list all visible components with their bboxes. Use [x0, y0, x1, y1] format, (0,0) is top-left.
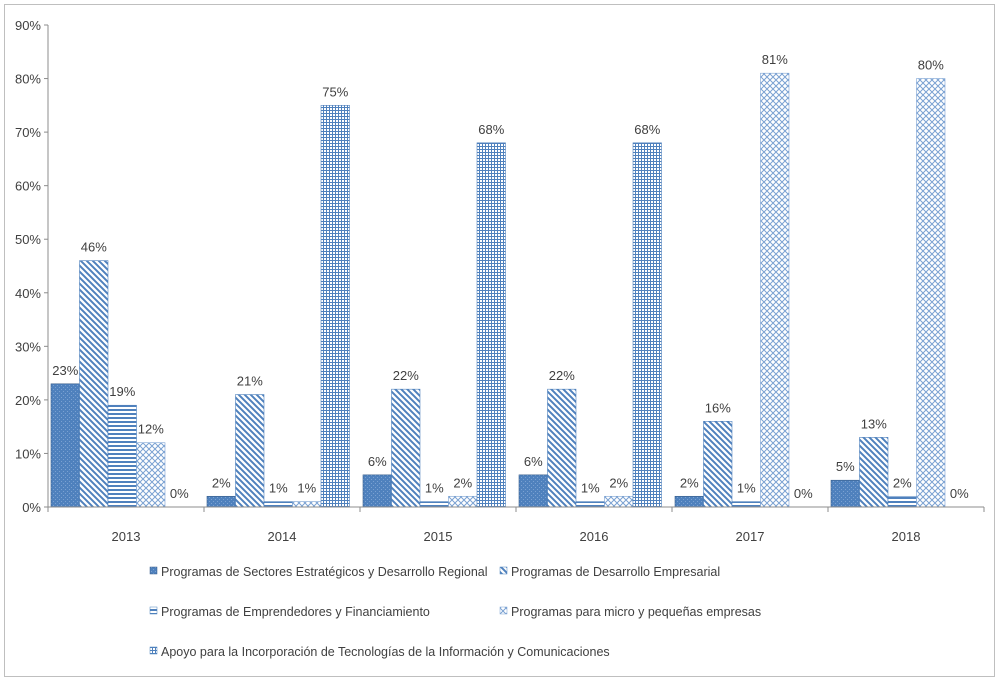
bar	[107, 404, 137, 508]
bar	[320, 105, 350, 508]
data-label: 19%	[109, 384, 135, 399]
bar	[859, 437, 889, 508]
bars-group	[50, 72, 946, 508]
legend-swatch	[499, 566, 508, 575]
bar	[391, 388, 421, 508]
data-label: 0%	[950, 486, 969, 501]
bar	[206, 495, 236, 508]
legend-entry: Programas de Sectores Estratégicos y Des…	[161, 565, 488, 579]
y-tick-label: 50%	[15, 232, 41, 247]
data-label: 21%	[237, 374, 263, 389]
data-label: 2%	[212, 475, 231, 490]
x-category-label: 2015	[424, 529, 453, 544]
legend-entry: Programas de Emprendedores y Financiamie…	[161, 605, 430, 619]
legend-swatch	[149, 606, 158, 615]
data-label: 1%	[269, 481, 288, 496]
data-label: 16%	[705, 400, 731, 415]
data-label: 5%	[836, 459, 855, 474]
y-tick-label: 0%	[22, 500, 41, 515]
data-label: 1%	[425, 481, 444, 496]
bar	[50, 383, 80, 508]
chart-frame: 0% 10% 20% 30% 40% 50% 60% 70% 80% 90% 23% 2% 6% 6% 2…	[4, 4, 995, 677]
bar	[830, 479, 860, 508]
legend-entry: Programas de Desarrollo Empresarial	[511, 565, 720, 579]
bar	[674, 495, 704, 508]
x-axis: 2013 2014 2015 2016 2017 2018	[47, 506, 985, 544]
x-category-label: 2013	[112, 529, 141, 544]
data-label: 2%	[609, 475, 628, 490]
y-axis: 0% 10% 20% 30% 40% 50% 60% 70% 80% 90%	[15, 18, 49, 515]
y-tick-label: 10%	[15, 446, 41, 461]
bar-chart: 0%10%20%30%40%50%60%70%80%90% 23%2%6% 6%2…	[15, 18, 985, 659]
bar	[703, 421, 733, 508]
data-label: 1%	[297, 481, 316, 496]
data-label: 81%	[762, 52, 788, 67]
data-label: 2%	[453, 475, 472, 490]
bar	[419, 501, 449, 508]
x-category-label: 2016	[580, 529, 609, 544]
data-label: 1%	[581, 481, 600, 496]
data-label: 0%	[170, 486, 189, 501]
bar	[575, 501, 605, 508]
bar	[235, 394, 265, 508]
bar	[760, 72, 790, 508]
y-tick-label: 70%	[15, 125, 41, 140]
data-label: 6%	[524, 454, 543, 469]
bar	[476, 142, 506, 508]
bar	[448, 495, 478, 508]
data-label: 2%	[680, 475, 699, 490]
data-label: 0%	[794, 486, 813, 501]
data-label: 23%	[52, 363, 78, 378]
y-tick-label: 80%	[15, 72, 41, 87]
data-label: 12%	[138, 422, 164, 437]
legend-swatch	[149, 646, 158, 655]
data-label: 80%	[918, 58, 944, 73]
data-label: 68%	[634, 122, 660, 137]
data-label: 6%	[368, 454, 387, 469]
bar	[362, 474, 392, 508]
bar	[604, 495, 634, 508]
data-labels-group: 23% 2% 6% 6% 2% 5% 46% 21% 22% 22% 16% 13% 19% 1% 1% 1%…	[52, 52, 969, 501]
legend-entry: Programas para micro y pequeñas empresas	[511, 605, 761, 619]
legend-swatch	[149, 566, 158, 575]
legend-entry: Apoyo para la Incorporación de Tecnologí…	[161, 645, 610, 659]
x-category-label: 2017	[736, 529, 765, 544]
data-label: 2%	[893, 475, 912, 490]
x-category-label: 2018	[892, 529, 921, 544]
bar	[632, 142, 662, 508]
bar	[136, 442, 166, 508]
data-label: 13%	[861, 416, 887, 431]
legend-swatch	[499, 606, 508, 615]
legend: Programas de Sectores Estratégicos y Des…	[149, 565, 761, 659]
data-label: 1%	[737, 481, 756, 496]
y-tick-label: 20%	[15, 393, 41, 408]
bar	[916, 78, 946, 508]
y-tick-label: 90%	[15, 18, 41, 33]
bar	[263, 501, 293, 508]
x-category-label: 2014	[268, 529, 297, 544]
bar	[547, 388, 577, 508]
data-label: 68%	[478, 122, 504, 137]
data-label: 46%	[81, 240, 107, 255]
data-label: 22%	[393, 368, 419, 383]
bar	[518, 474, 548, 508]
bar	[731, 501, 761, 508]
y-tick-label: 30%	[15, 339, 41, 354]
y-tick-label: 40%	[15, 286, 41, 301]
bar	[887, 495, 917, 508]
data-label: 75%	[322, 84, 348, 99]
data-label: 22%	[549, 368, 575, 383]
bar	[79, 260, 109, 508]
y-tick-label: 60%	[15, 179, 41, 194]
bar	[292, 501, 322, 508]
